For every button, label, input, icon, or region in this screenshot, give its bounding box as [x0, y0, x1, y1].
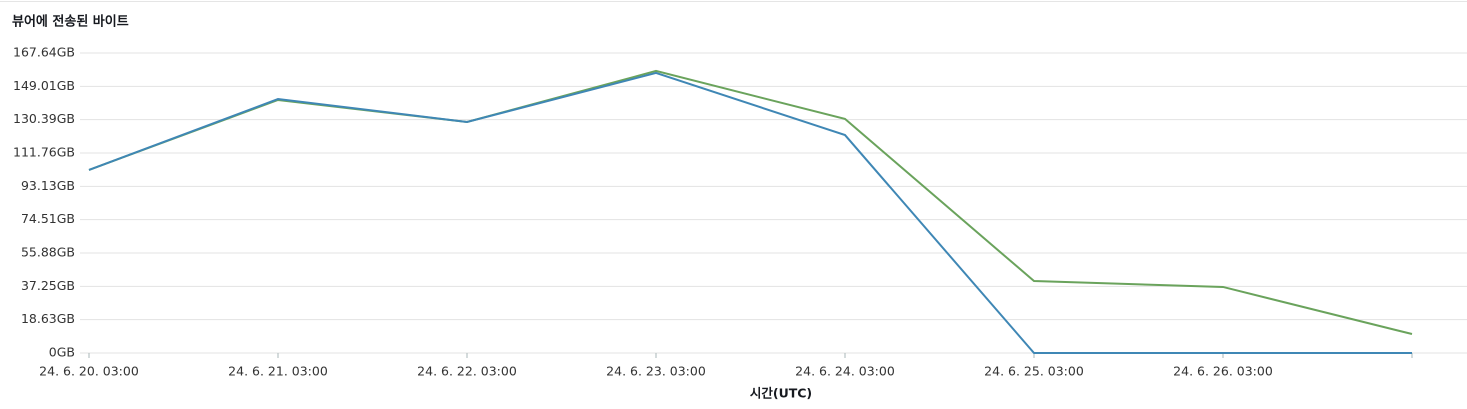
x-tick-label: 24. 6. 25. 03:00	[984, 364, 1084, 379]
y-tick-label: 74.51GB	[21, 211, 75, 226]
y-tick-label: 149.01GB	[13, 78, 75, 93]
series-line	[88, 71, 1412, 354]
x-tick-label: 24. 6. 22. 03:00	[417, 364, 517, 379]
y-tick-label: 18.63GB	[21, 311, 75, 326]
x-tick-label: 24. 6. 26. 03:00	[1173, 364, 1273, 379]
y-tick-label: 111.76GB	[13, 145, 75, 160]
y-tick-label: 167.64GB	[13, 45, 75, 60]
y-tick-label: 55.88GB	[21, 245, 75, 260]
y-tick-label: 37.25GB	[21, 278, 75, 293]
y-tick-label: 93.13GB	[21, 178, 75, 193]
series-line	[88, 69, 1413, 336]
y-tick-label: 130.39GB	[13, 111, 75, 126]
y-tick-label: 0GB	[49, 345, 75, 360]
x-axis-label: 시간(UTC)	[750, 386, 812, 401]
x-tick-label: 24. 6. 20. 03:00	[39, 364, 139, 379]
x-tick-label: 24. 6. 21. 03:00	[228, 364, 328, 379]
chart-title: 뷰어에 전송된 바이트	[12, 14, 129, 30]
x-tick-label: 24. 6. 24. 03:00	[795, 364, 895, 379]
x-tick-label: 24. 6. 23. 03:00	[606, 364, 706, 379]
